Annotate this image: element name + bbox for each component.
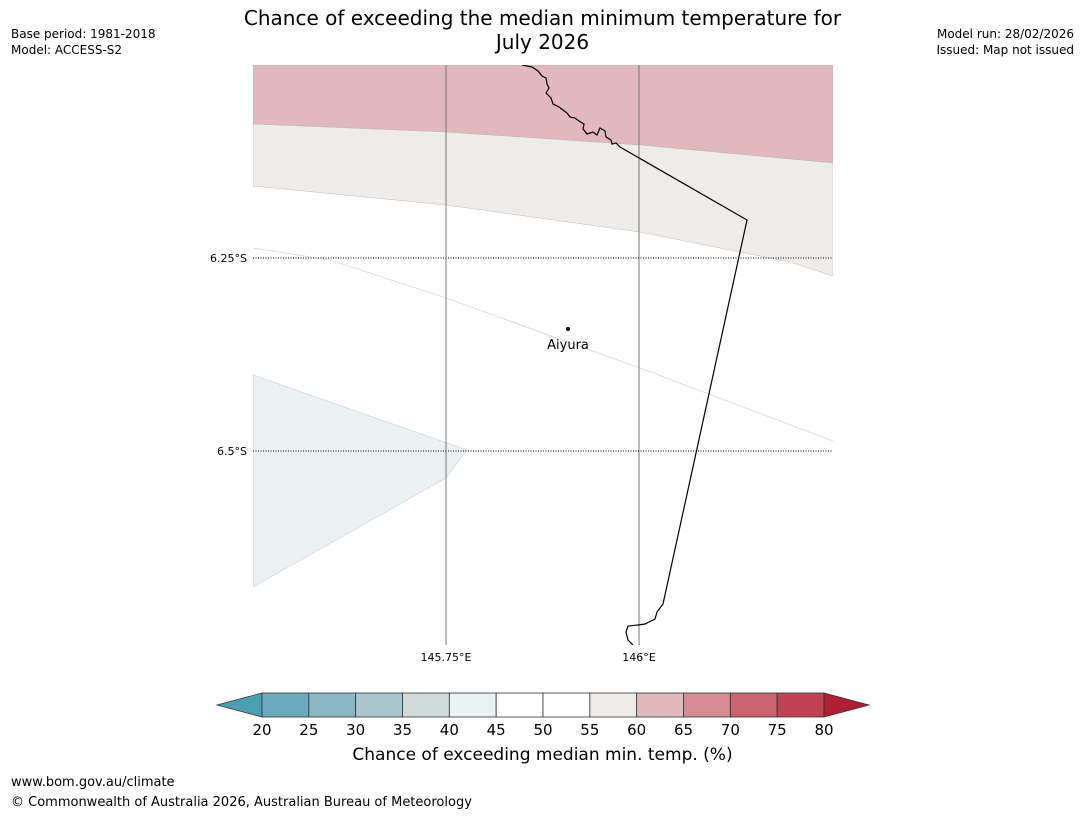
colorbar-tick-label: 65 — [674, 721, 693, 739]
region-55-60 — [253, 123, 833, 277]
colorbar-segment — [355, 692, 403, 718]
colorbar-tick-label: 20 — [252, 721, 271, 739]
colorbar-ticks: 20 25 30 35 40 45 50 55 60 65 70 75 80 — [252, 721, 833, 739]
colorbar-segment — [261, 692, 310, 718]
colorbar-label: Chance of exceeding median min. temp. (%… — [352, 745, 733, 765]
colorbar-tick-label: 75 — [768, 721, 787, 739]
lat-label-6-25: 6.25°S — [210, 252, 247, 265]
forecast-map: Aiyura 6.25°S 6.5°S 145.75°E 146°E — [210, 65, 833, 664]
colorbar-segment — [402, 692, 450, 718]
lon-label-146: 146°E — [622, 651, 655, 664]
colorbar-segment — [448, 692, 497, 718]
colorbar-segment — [683, 692, 731, 718]
colorbar-tick-label: 70 — [721, 721, 740, 739]
meta-right: Model run: 28/02/2026 Issued: Map not is… — [936, 26, 1074, 58]
title-line-1: Chance of exceeding the median minimum t… — [243, 6, 842, 30]
lat-label-6-5: 6.5°S — [217, 445, 247, 458]
colorbar-tick-label: 30 — [346, 721, 365, 739]
colorbar-over-arrow — [823, 692, 871, 718]
title-line-2: July 2026 — [495, 30, 590, 54]
colorbar-tick-label: 40 — [440, 721, 459, 739]
colorbar-tick-label: 55 — [580, 721, 599, 739]
footer-url[interactable]: www.bom.gov.au/climate — [11, 775, 175, 790]
colorbar-segments — [261, 692, 825, 718]
colorbar-tick-label: 80 — [814, 721, 833, 739]
border-line — [521, 65, 748, 645]
colorbar-segment — [776, 692, 825, 718]
base-period: Base period: 1981-2018 — [11, 27, 156, 41]
colorbar-segment — [308, 692, 357, 718]
model-name: Model: ACCESS-S2 — [11, 43, 123, 57]
colorbar-segment — [542, 692, 591, 718]
aiyura-label: Aiyura — [547, 338, 589, 353]
colorbar: 20 25 30 35 40 45 50 55 60 65 70 75 80 — [215, 692, 871, 739]
colorbar-segment — [729, 692, 778, 718]
colorbar-tick-label: 60 — [627, 721, 646, 739]
footer-copyright: © Commonwealth of Australia 2026, Austra… — [11, 795, 472, 810]
meta-left: Base period: 1981-2018 Model: ACCESS-S2 — [11, 26, 156, 58]
colorbar-tick-label: 35 — [393, 721, 412, 739]
lon-label-145-75: 145.75°E — [421, 651, 472, 664]
page-title: Chance of exceeding the median minimum t… — [0, 6, 1085, 54]
colorbar-tick-label: 25 — [299, 721, 318, 739]
colorbar-under-arrow — [215, 692, 263, 718]
colorbar-tick-label: 50 — [533, 721, 552, 739]
aiyura-marker — [566, 327, 570, 331]
colorbar-segment — [495, 692, 544, 718]
colorbar-segment — [636, 692, 684, 718]
colorbar-segment — [589, 692, 638, 718]
model-run: Model run: 28/02/2026 — [936, 27, 1074, 41]
colorbar-tick-label: 45 — [487, 721, 506, 739]
issued-status: Issued: Map not issued — [936, 43, 1074, 57]
